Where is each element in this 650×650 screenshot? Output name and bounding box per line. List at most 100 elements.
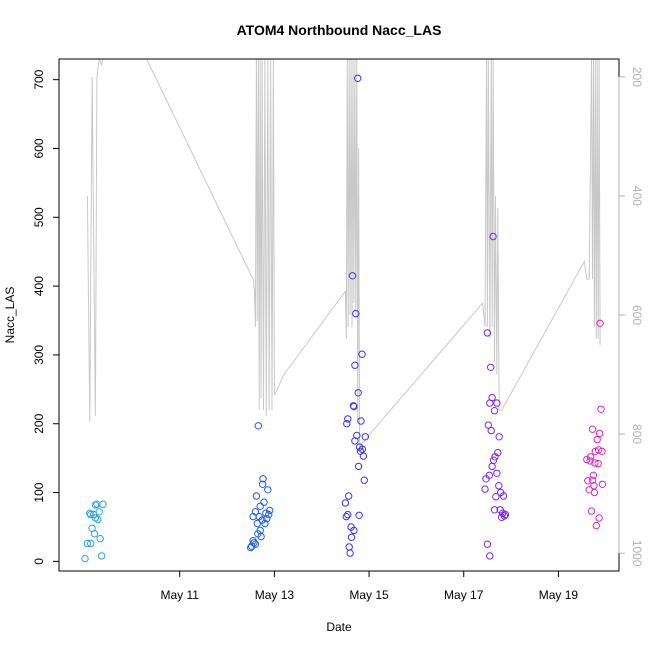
data-point: [350, 526, 358, 535]
secondary-line-layer: [86, 57, 601, 448]
series-5: [583, 319, 607, 530]
series-1: [81, 500, 107, 563]
data-point: [266, 506, 274, 515]
data-point: [351, 437, 359, 445]
data-point: [90, 530, 99, 538]
data-point: [350, 402, 358, 411]
data-point: [598, 480, 607, 488]
data-point: [91, 514, 100, 522]
y-axis-left: 0 100 200 300 400 500 600 700: [32, 69, 59, 565]
data-point: [354, 462, 363, 471]
data-point: [342, 512, 350, 521]
data-point: [490, 407, 499, 415]
data-point: [594, 446, 603, 454]
data-point: [485, 471, 493, 479]
data-point: [590, 488, 599, 497]
y-tick-label: 100: [32, 482, 46, 502]
data-point: [587, 507, 596, 515]
plot-frame: [58, 58, 620, 572]
series-2: [247, 422, 274, 552]
data-point: [343, 420, 351, 428]
data-point: [591, 459, 599, 467]
data-point: [487, 426, 495, 435]
data-point: [344, 510, 352, 519]
data-point: [254, 422, 262, 430]
data-point: [258, 480, 267, 488]
y-axis-label: Nacc_LAS: [3, 287, 17, 344]
data-point: [249, 512, 257, 521]
data-point: [588, 425, 597, 433]
data-point: [86, 509, 94, 517]
data-point: [589, 471, 598, 479]
data-point: [81, 554, 89, 563]
data-point: [344, 415, 352, 423]
data-point: [263, 515, 271, 523]
y2-tick-label: 800: [630, 424, 644, 444]
data-point: [492, 493, 500, 501]
data-point: [487, 363, 495, 371]
data-point: [87, 539, 95, 548]
data-point: [499, 492, 508, 500]
data-point: [97, 552, 106, 560]
data-point: [252, 492, 261, 500]
data-point: [99, 500, 107, 508]
data-point: [87, 510, 95, 519]
data-point: [595, 514, 603, 522]
x-tick-label: May 17: [444, 588, 484, 602]
series-4: [481, 232, 510, 560]
data-point: [596, 319, 604, 327]
data-point: [345, 543, 353, 551]
data-point: [352, 309, 360, 318]
data-point: [95, 508, 103, 516]
x-axis-label: Date: [326, 620, 352, 634]
data-point: [83, 539, 92, 548]
data-point: [357, 417, 365, 425]
data-point: [354, 389, 362, 397]
y-tick-label: 500: [32, 207, 46, 227]
data-point: [489, 232, 497, 241]
y-tick-label: 400: [32, 276, 46, 296]
y-tick-label: 300: [32, 345, 46, 365]
data-point: [488, 462, 496, 471]
data-point: [490, 506, 499, 514]
data-point: [500, 512, 509, 520]
data-point: [488, 393, 496, 402]
data-point: [254, 530, 262, 538]
data-point: [345, 492, 353, 500]
data-point: [96, 535, 104, 543]
y2-tick-label: 600: [630, 305, 644, 325]
data-point: [483, 540, 492, 548]
data-point: [359, 452, 368, 460]
y-tick-label: 700: [32, 69, 46, 89]
data-point: [355, 511, 363, 519]
y-tick-label: 600: [32, 138, 46, 158]
data-point: [347, 533, 356, 541]
data-point: [586, 453, 595, 461]
data-point: [261, 519, 269, 528]
data-point: [495, 482, 503, 490]
y2-tick-label: 200: [630, 67, 644, 87]
data-point: [484, 421, 492, 429]
data-point: [493, 399, 501, 407]
y2-tick-label: 1000: [630, 540, 644, 567]
data-point: [358, 350, 366, 358]
data-point: [495, 433, 503, 441]
x-axis: May 11 May 13 May 15 May 17 May 19: [160, 571, 578, 602]
data-point: [593, 435, 601, 444]
x-tick-label: May 15: [349, 588, 389, 602]
series-3: [341, 74, 369, 557]
chart-title: ATOM4 Northbound Nacc_LAS: [237, 22, 442, 38]
data-point: [494, 448, 502, 457]
data-point: [346, 549, 354, 557]
data-point: [501, 510, 510, 519]
data-point: [264, 486, 272, 494]
data-point: [354, 74, 362, 83]
data-point: [584, 477, 592, 485]
y-tick-label: 200: [32, 413, 46, 433]
data-point: [360, 476, 368, 484]
data-point: [493, 469, 501, 477]
x-tick-label: May 13: [255, 588, 295, 602]
data-point: [594, 459, 602, 468]
data-point: [588, 476, 597, 484]
